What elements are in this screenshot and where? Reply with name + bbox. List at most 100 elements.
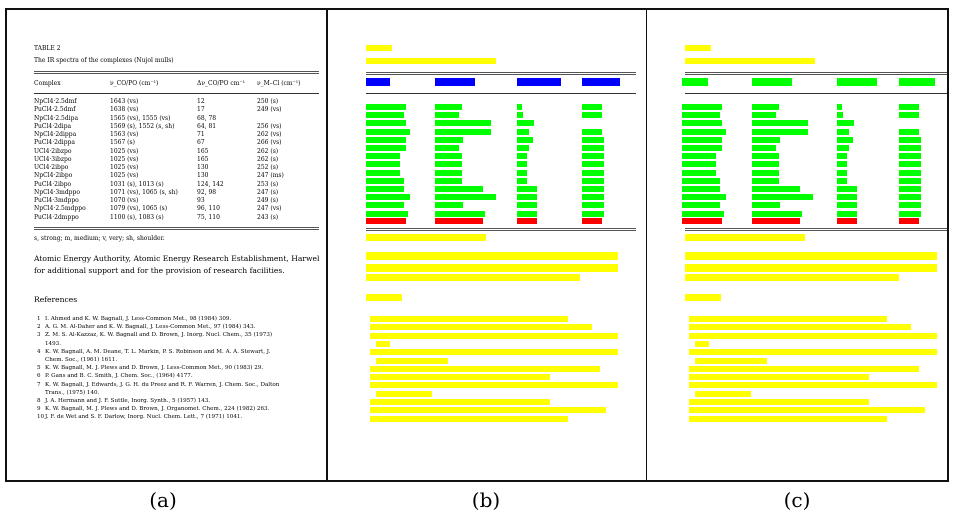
table-cell: 1025 (vs)	[110, 164, 139, 171]
reference-line-block	[376, 340, 390, 347]
body-cell-block	[366, 202, 404, 209]
last-row-cell-block	[582, 218, 602, 224]
table-cell: UCl4·2ibzpo	[34, 147, 72, 155]
reference-line-block	[689, 332, 937, 339]
body-cell-block	[517, 161, 527, 168]
panel-b-layout-annotation	[326, 8, 648, 482]
table-cell: PuCl4·2ibpo	[34, 180, 72, 188]
body-cell-block	[435, 202, 463, 209]
last-row-cell-block	[899, 218, 919, 224]
reference-line-block	[689, 374, 869, 381]
body-cell-block	[582, 202, 604, 209]
body-cell-block	[899, 194, 921, 201]
reference-line-block	[689, 316, 887, 322]
body-cell-block	[435, 145, 459, 151]
last-row-cell-block	[517, 218, 537, 224]
body-cell-block	[366, 169, 400, 176]
table-cell: 96, 110	[197, 205, 220, 213]
table-cell: 1563 (vs)	[110, 131, 139, 138]
table-cell: 1569 (s), 1552 (s, sh)	[110, 122, 175, 130]
reference-line-block	[370, 316, 568, 322]
table-cell: 1638 (vs)	[110, 106, 139, 114]
table-cell: NpCl4·2dippa	[34, 131, 77, 138]
ack-block	[685, 264, 937, 272]
body-cell-block	[837, 153, 847, 160]
reference-line-block	[695, 357, 767, 364]
reference-line: Trans., (1975) 140.	[45, 389, 100, 396]
body-cell-block	[582, 186, 604, 192]
body-cell-block	[752, 186, 800, 192]
table-cell: 247 (s)	[257, 188, 279, 196]
table-cell: NpCl4·3mdppo	[34, 188, 80, 196]
last-row-cell-block	[752, 218, 800, 224]
reference-line: K. W. Bagnall, M. J. Plews and D. Brown,…	[45, 406, 270, 413]
reference-line: K. W. Bagnall, J. Edwards, J. G. H. du P…	[45, 381, 280, 388]
body-cell-block	[582, 128, 602, 135]
header-cell-block	[582, 78, 620, 86]
reference-line-block	[370, 365, 600, 372]
table-cell: 92, 98	[197, 188, 217, 196]
ack-block	[366, 264, 618, 272]
label-block	[366, 45, 392, 51]
references-heading-block	[685, 294, 721, 301]
table-top-rule	[34, 71, 319, 74]
table-cell: 1025 (vs)	[110, 172, 139, 180]
body-cell-block	[435, 104, 462, 110]
table-label: TABLE 2	[34, 45, 61, 52]
table-cell: NpCl4·2ibpo	[34, 172, 73, 180]
body-cell-block	[366, 104, 406, 110]
table-cell: PuCl4·2dipa	[34, 122, 72, 130]
last-row-cell-block	[435, 218, 483, 224]
body-cell-block	[517, 202, 537, 209]
reference-line-block	[376, 390, 432, 397]
body-cell-block	[517, 153, 527, 160]
references-heading-block	[366, 294, 402, 301]
table-cell: 1565 (vs), 1555 (vs)	[110, 114, 171, 122]
reference-number: 3	[37, 332, 41, 339]
body-cell-block	[366, 177, 404, 184]
table-cell: 1567 (s)	[110, 139, 135, 147]
last-row-cell-block	[837, 218, 857, 224]
reference-line: Z. M. S. Al-Kazzaz, K. W. Bagnall and D.…	[45, 332, 273, 339]
body-cell-block	[435, 153, 462, 160]
reference-line-block	[370, 415, 568, 422]
reference-line-block	[370, 407, 606, 414]
reference-line-block	[689, 365, 919, 372]
body-cell-block	[682, 186, 720, 192]
body-cell-block	[435, 177, 462, 184]
panel-c-layout-annotation	[647, 8, 949, 482]
body-cell-block	[837, 136, 853, 143]
body-cell-block	[899, 161, 921, 168]
table-caption: The IR spectra of the complexes (Nujol m…	[34, 57, 174, 64]
table-cell: PuCl4·2.5dmf	[34, 106, 76, 114]
reference-line: I. Ahmed and K. W. Bagnall, J. Less-Comm…	[45, 316, 232, 322]
caption-block	[685, 58, 815, 64]
body-cell-block	[682, 177, 720, 184]
body-cell-block	[899, 202, 921, 209]
body-cell-block	[752, 104, 779, 110]
ack-block	[685, 274, 899, 281]
reference-number: 8	[37, 398, 41, 404]
header-cell-block	[752, 78, 792, 86]
acknowledgement-line: for additional support and for the provi…	[34, 266, 285, 275]
reference-number: 2	[37, 324, 41, 331]
reference-line: Chem. Soc., (1961) 1611.	[45, 357, 118, 363]
label-block	[685, 45, 711, 51]
body-cell-block	[435, 161, 462, 168]
body-cell-block	[582, 112, 602, 119]
body-cell-block	[517, 104, 522, 110]
body-cell-block	[899, 210, 921, 217]
body-cell-block	[899, 186, 921, 192]
body-cell-block	[682, 161, 716, 168]
body-cell-block	[366, 120, 406, 127]
table-cell: NpCl4·2.5dmf	[34, 98, 77, 105]
table-top-rule-mark	[685, 72, 947, 75]
body-cell-block	[899, 169, 921, 176]
table-cell: 249 (s)	[257, 197, 279, 204]
body-cell-block	[582, 104, 602, 110]
header-cell-block	[366, 78, 390, 86]
body-cell-block	[682, 120, 722, 127]
body-cell-block	[435, 128, 491, 135]
body-cell-block	[837, 145, 849, 151]
table-cell: 252 (s)	[257, 164, 279, 171]
